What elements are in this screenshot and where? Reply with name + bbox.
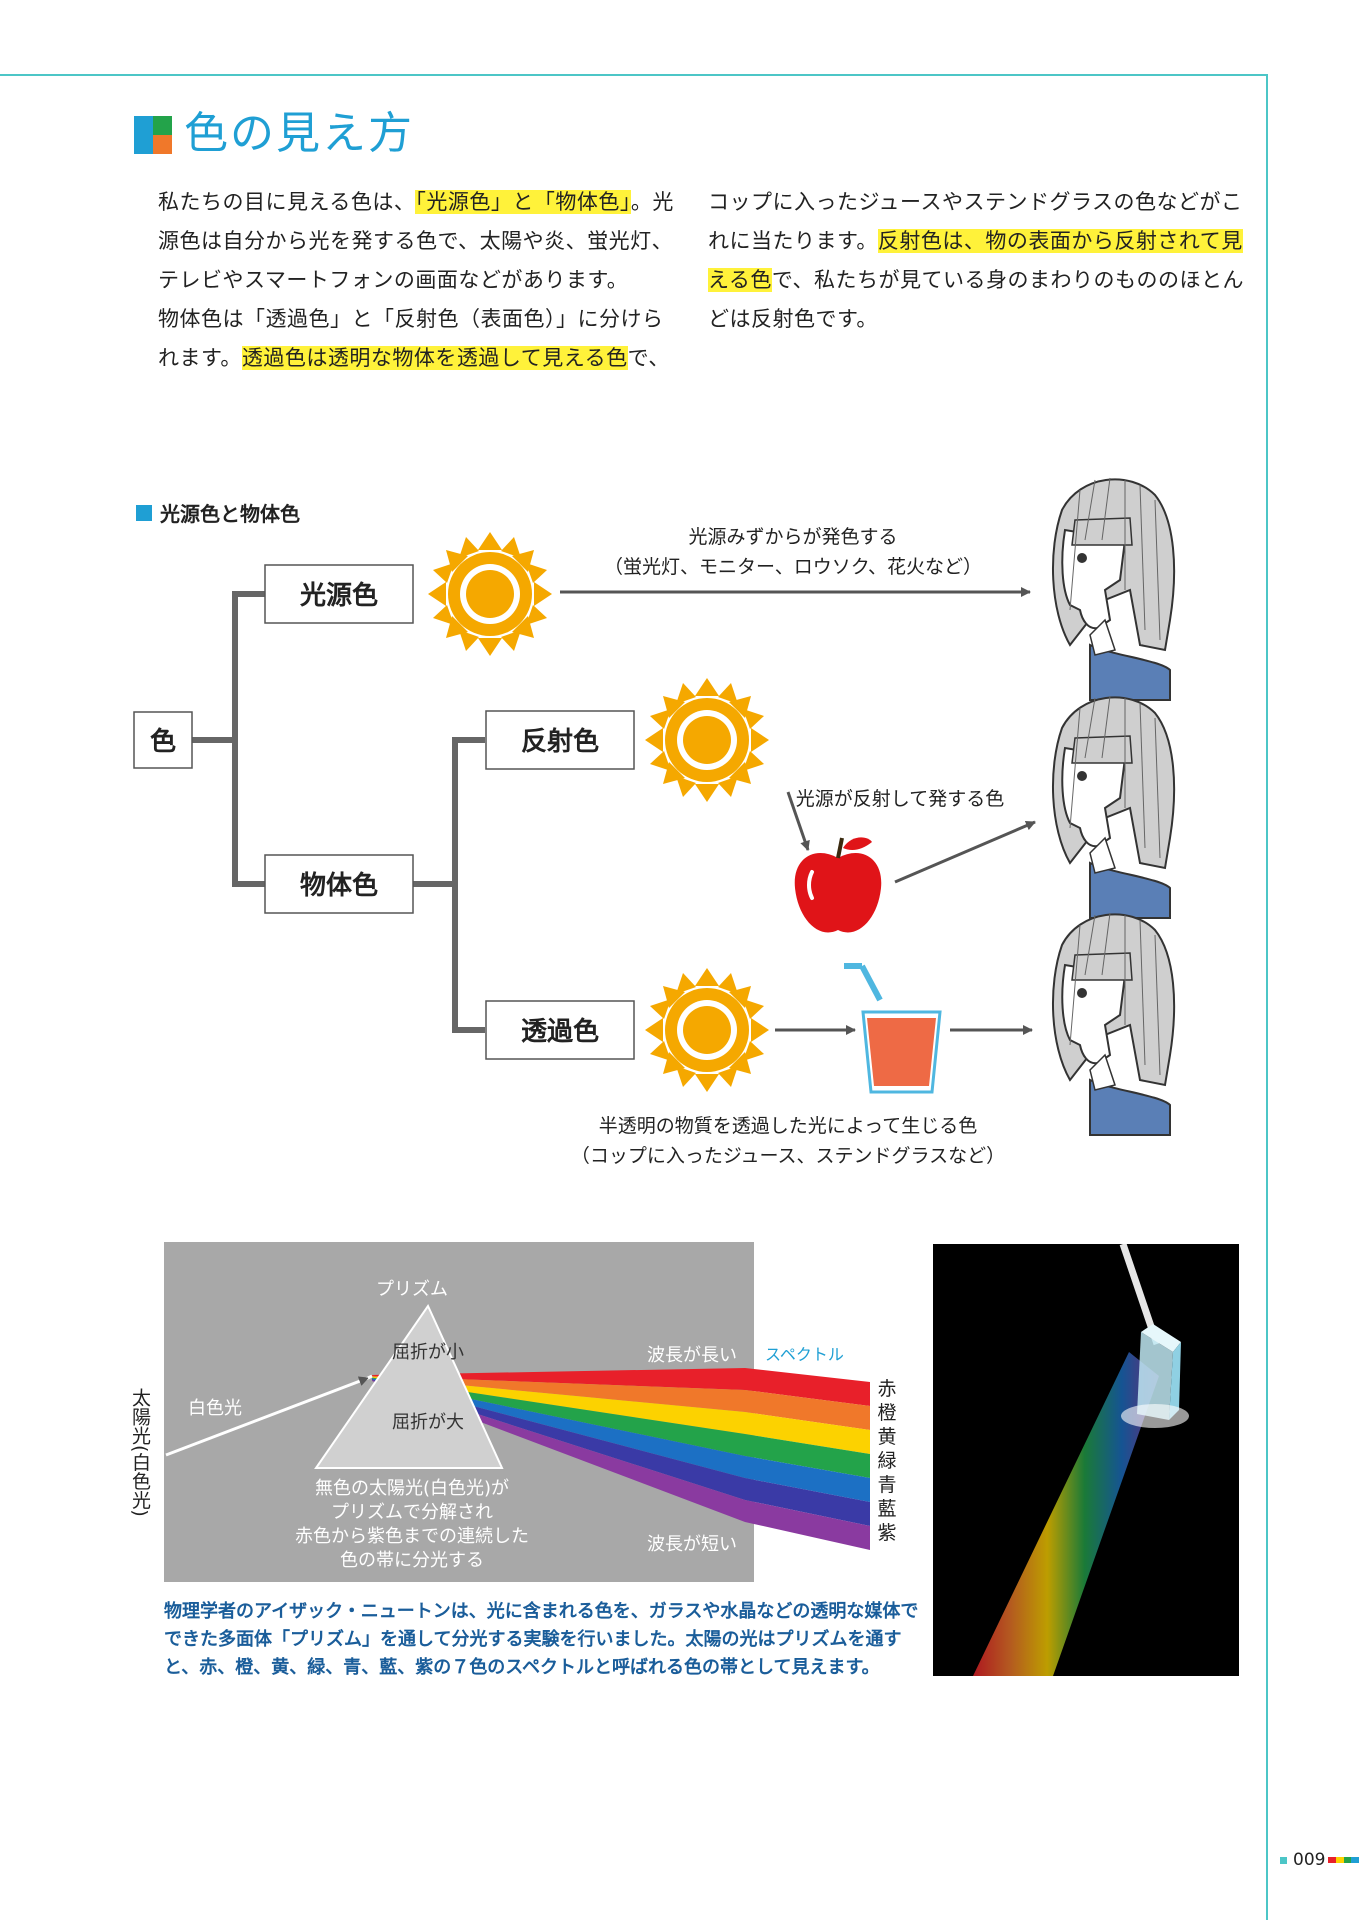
tree-lines xyxy=(190,591,485,1033)
juice-glass-icon xyxy=(844,963,942,1094)
spectrum-band-0 xyxy=(372,1368,870,1406)
spectrum-band-5 xyxy=(372,1379,870,1526)
prism-photo xyxy=(933,1244,1239,1676)
page-number: 009 xyxy=(1280,1850,1325,1870)
prism-caption: 物理学者のアイザック・ニュートンは、光に含まれる色を、ガラスや水晶などの透明な媒… xyxy=(164,1601,919,1678)
spectrum-bands xyxy=(372,1368,870,1550)
girl-figure-1 xyxy=(1051,477,1176,701)
node-color-box xyxy=(133,711,193,769)
intro-paragraph-2: 物体色は「透過色」と「反射色（表面色）」に分けられます。透過色は透明な物体を透過… xyxy=(158,307,670,370)
spectrum-label: スペクトル xyxy=(765,1345,844,1364)
color-bars-icon xyxy=(1328,1857,1359,1863)
spectrum-color-name-2: 黄 xyxy=(877,1426,896,1448)
node-transmitted-box xyxy=(485,1000,635,1060)
light-source-caption-2: （蛍光灯、モニター、ロウソク、花火など） xyxy=(604,556,982,578)
prism-desc-1: 無色の太陽光(白色光)が xyxy=(315,1478,509,1499)
node-light-source-label: 光源色 xyxy=(299,580,378,611)
prism-desc-2: プリズムで分解され xyxy=(331,1502,493,1523)
light-source-caption-1: 光源みずからが発色する xyxy=(688,526,897,548)
page-title: 色の見え方 xyxy=(184,108,414,159)
spectrum-band-3 xyxy=(372,1377,870,1478)
arrow-sun-to-apple xyxy=(786,791,810,851)
node-object-color-label: 物体色 xyxy=(300,870,378,901)
intro-right-column: コップに入ったジュースやステンドグラスの色などがこれに当たります。反射色は、物の… xyxy=(708,183,1248,339)
white-light-label: 白色光 xyxy=(188,1398,242,1419)
reflected-caption: 光源が反射して発する色 xyxy=(796,788,1004,810)
spectrum-band-2 xyxy=(372,1376,870,1454)
frame-right-line xyxy=(1266,74,1268,1920)
apple-icon xyxy=(794,837,882,933)
white-light-ray xyxy=(165,1376,369,1457)
spectrum-band-4 xyxy=(372,1378,870,1502)
section-label: 光源色と物体色 xyxy=(136,498,300,527)
page-dot-icon xyxy=(1280,1856,1287,1864)
intro-paragraph-1: 私たちの目に見える色は、「光源色」と「物体色」。光源色は自分から光を発する色で、… xyxy=(158,190,674,292)
girl-figure-2 xyxy=(1051,695,1176,919)
spectrum-band-6 xyxy=(372,1380,870,1550)
transmitted-caption-1: 半透明の物質を透過した光によって生じる色 xyxy=(599,1115,977,1137)
refraction-small-label: 屈折が小 xyxy=(392,1342,464,1363)
frame-top-line xyxy=(0,74,1268,76)
node-transmitted-label: 透過色 xyxy=(521,1016,599,1047)
intro-paragraph-3: コップに入ったジュースやステンドグラスの色などがこれに当たります。反射色は、物の… xyxy=(708,190,1245,331)
spectrum-color-name-0: 赤 xyxy=(877,1378,896,1400)
prism-label: プリズム xyxy=(376,1279,448,1300)
sunlight-vertical-label: 太陽光(白色光) xyxy=(129,1388,151,1517)
spectrum-color-name-6: 紫 xyxy=(877,1522,896,1544)
girl-figure-3 xyxy=(1051,912,1176,1136)
arrow-apple-to-eye xyxy=(894,820,1036,884)
intro-left-column: 私たちの目に見える色は、「光源色」と「物体色」。光源色は自分から光を発する色で、… xyxy=(134,183,674,378)
node-reflected-box xyxy=(485,710,635,770)
spectrum-color-name-1: 橙 xyxy=(877,1402,896,1424)
node-reflected-label: 反射色 xyxy=(521,726,599,757)
prism-desc-4: 色の帯に分光する xyxy=(340,1550,484,1571)
section-square-icon xyxy=(136,504,152,521)
title-color-mark-icon xyxy=(134,116,172,154)
spectrum-color-name-3: 緑 xyxy=(877,1450,896,1472)
spectrum-color-name-4: 青 xyxy=(877,1474,896,1496)
transmitted-caption-2: （コップに入ったジュース、ステンドグラスなど） xyxy=(571,1145,1005,1167)
node-color-label: 色 xyxy=(150,726,176,757)
spectrum-color-name-5: 藍 xyxy=(877,1498,896,1520)
short-wave-label: 波長が短い xyxy=(647,1534,737,1555)
long-wave-label: 波長が長い xyxy=(647,1345,737,1366)
refraction-large-label: 屈折が大 xyxy=(392,1412,464,1433)
prism-desc-3: 赤色から紫色までの連続した xyxy=(295,1526,529,1547)
prism-triangle xyxy=(314,1303,504,1469)
node-light-source-box xyxy=(264,564,414,624)
node-object-color-box xyxy=(264,854,414,914)
